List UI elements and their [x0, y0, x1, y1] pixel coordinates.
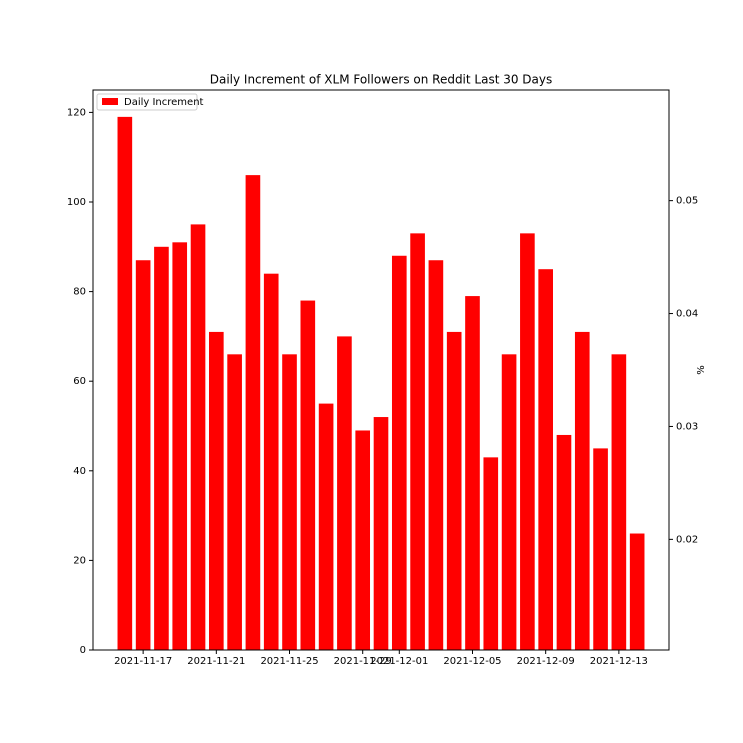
bar	[190, 224, 206, 650]
bar	[172, 242, 188, 650]
x-tick-label: 2021-12-01	[370, 656, 428, 667]
bar	[373, 417, 389, 650]
bar	[117, 116, 133, 650]
legend-swatch	[102, 98, 118, 105]
y2-axis-label: %	[696, 365, 707, 375]
bar	[154, 246, 169, 651]
y2-tick-label: 0.03	[676, 421, 698, 432]
bar	[245, 175, 261, 650]
bar	[483, 457, 499, 650]
bar	[355, 430, 371, 650]
bar	[282, 354, 297, 650]
bar	[337, 336, 352, 650]
chart-title: Daily Increment of XLM Followers on Redd…	[210, 73, 553, 87]
y-tick-label: 20	[73, 555, 86, 566]
bar	[611, 354, 627, 650]
bar	[300, 300, 316, 650]
plot-frame	[92, 89, 670, 651]
y-tick-label: 60	[73, 376, 86, 387]
y2-tick-label: 0.02	[676, 534, 698, 545]
x-tick-label: 2021-11-17	[114, 656, 172, 667]
bar	[391, 255, 407, 650]
bar	[593, 448, 608, 650]
legend-box	[96, 93, 198, 111]
bar	[209, 331, 224, 650]
y-tick-label: 40	[73, 466, 86, 477]
bar	[410, 233, 425, 651]
y-tick-label: 100	[67, 197, 86, 208]
y-tick-label: 120	[67, 107, 86, 118]
bar	[446, 331, 462, 650]
bar	[574, 331, 590, 650]
bar	[263, 273, 279, 650]
x-tick-label: 2021-12-05	[443, 656, 501, 667]
bar	[318, 403, 334, 650]
y2-tick-label: 0.04	[676, 309, 698, 320]
legend-label: Daily Increment	[124, 97, 204, 108]
y-tick-label: 80	[73, 287, 86, 298]
bar	[465, 296, 480, 650]
bar	[428, 260, 444, 650]
y2-tick-label: 0.05	[676, 196, 698, 207]
bar	[556, 434, 572, 650]
x-tick-label: 2021-11-21	[187, 656, 245, 667]
bar	[538, 269, 553, 650]
bar	[629, 533, 645, 650]
y-tick-label: 0	[80, 645, 86, 656]
x-tick-label: 2021-11-29	[334, 656, 392, 667]
bar	[135, 260, 151, 650]
x-tick-label: 2021-12-09	[517, 656, 575, 667]
bar	[520, 233, 535, 651]
bar	[227, 354, 242, 650]
x-tick-label: 2021-11-25	[260, 656, 318, 667]
x-tick-label: 2021-12-13	[590, 656, 648, 667]
bar	[501, 354, 517, 650]
